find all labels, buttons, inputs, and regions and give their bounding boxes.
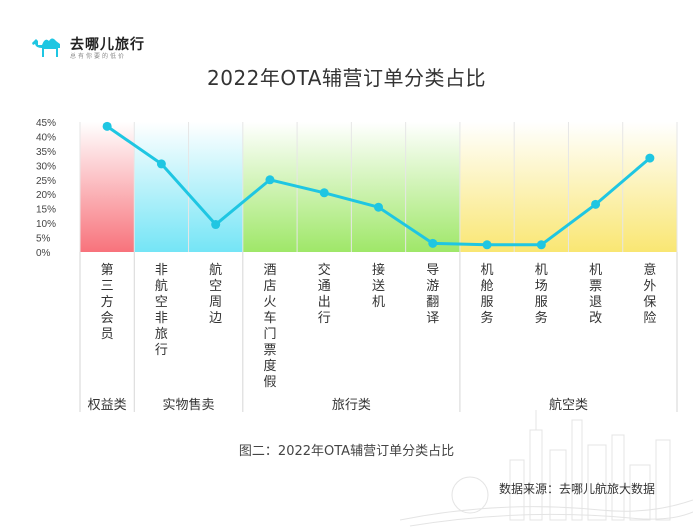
y-tick-label: 20%	[36, 190, 56, 201]
y-tick-label: 30%	[36, 161, 56, 172]
data-point	[211, 220, 221, 230]
logo-tagline: 总有你要的低价	[70, 53, 127, 60]
logo-name: 去哪儿旅行	[70, 37, 145, 53]
group-label: 权益类	[88, 397, 127, 413]
data-source: 数据来源：去哪儿航旅大数据	[498, 482, 655, 496]
y-tick-label: 40%	[36, 132, 56, 143]
x-category-label: 酒店火车门票度假	[263, 263, 276, 390]
data-point	[645, 153, 655, 163]
data-point	[536, 240, 546, 250]
y-tick-label: 15%	[36, 205, 56, 216]
x-category-label: 机票退改	[589, 263, 602, 326]
x-category-label: 非航空非旅行	[155, 263, 168, 358]
chart-title: 2022年OTA辅营订单分类占比	[207, 66, 486, 90]
city-skyline-watermark	[400, 410, 693, 527]
group-label: 航空类	[549, 397, 588, 413]
x-category-label: 交通出行	[318, 262, 331, 326]
data-point	[591, 199, 601, 209]
y-tick-label: 5%	[36, 234, 51, 245]
group-label: 实物售卖	[163, 397, 215, 413]
data-point	[374, 202, 383, 212]
x-category-label: 接送机	[372, 262, 385, 310]
x-category-label: 导游翻译	[426, 263, 439, 326]
data-point	[102, 121, 112, 131]
figure-caption: 图二：2022年OTA辅营订单分类占比	[238, 444, 455, 459]
camel-icon	[32, 38, 60, 57]
chart: 0% 5% 10% 15% 20% 25% 30% 35% 40% 45% 第三方会员 非航空非旅行…	[36, 118, 678, 413]
y-tick-label: 25%	[36, 176, 56, 187]
y-tick-label: 45%	[36, 118, 56, 129]
data-point	[428, 238, 438, 248]
group-band	[80, 122, 135, 252]
data-point	[265, 175, 275, 185]
x-category-label: 航空周边	[209, 262, 222, 326]
group-label: 旅行类	[332, 398, 371, 413]
y-tick-label: 10%	[36, 219, 56, 230]
x-category-label: 意外保险	[643, 262, 656, 326]
x-category-label: 机场服务	[535, 263, 548, 326]
x-category-label: 机舱服务	[481, 263, 494, 326]
brand-logo: 去哪儿旅行 总有你要的低价	[30, 33, 160, 61]
x-category-label: 第三方会员	[101, 263, 114, 342]
y-tick-label: 35%	[36, 147, 56, 158]
data-point	[319, 188, 329, 198]
data-point	[156, 159, 166, 169]
y-tick-label: 0%	[36, 248, 51, 259]
data-point	[482, 240, 492, 250]
